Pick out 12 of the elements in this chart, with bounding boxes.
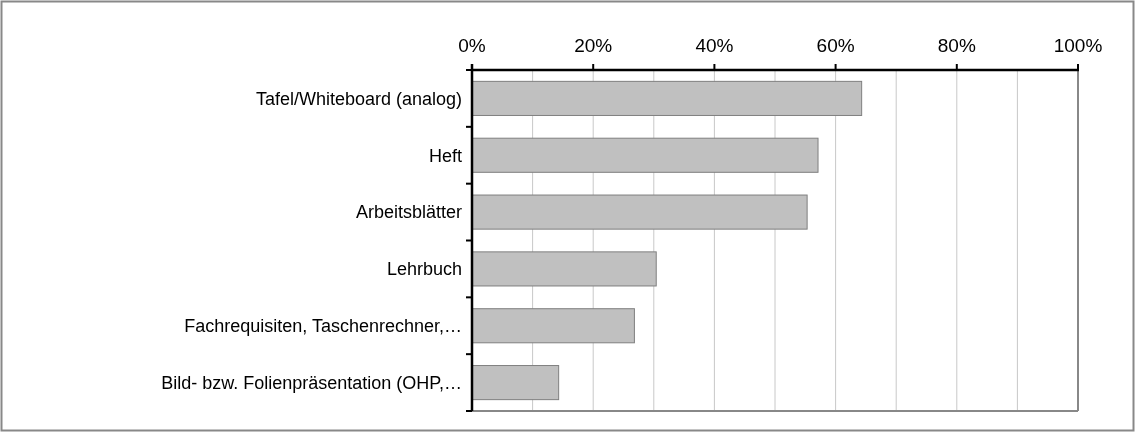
y-tick-label: Tafel/Whiteboard (analog) — [255, 88, 462, 109]
x-tick-label: 40% — [695, 35, 734, 56]
y-tick-label: Lehrbuch — [386, 259, 462, 280]
x-tick-label: 60% — [816, 35, 855, 56]
y-tick-label: Bild- bzw. Folienpräsentation (OHP,… — [161, 372, 462, 393]
y-tick-label: Fachrequisiten, Taschenrechner,… — [184, 316, 462, 337]
x-tick-label: 80% — [937, 35, 976, 56]
y-tick-label: Arbeitsblätter — [355, 202, 462, 223]
x-tick-label: 20% — [574, 35, 613, 56]
x-tick-label: 100% — [1053, 35, 1103, 56]
x-tick-label: 0% — [458, 35, 486, 56]
y-tick-label: Heft — [428, 145, 462, 166]
